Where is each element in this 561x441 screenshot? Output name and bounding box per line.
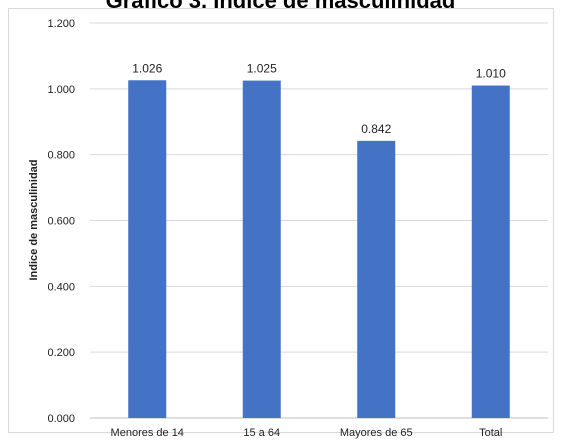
data-label: 1.010 bbox=[476, 67, 506, 81]
x-tick-label: Total bbox=[479, 427, 502, 439]
labels: 0.000 0.200 0.400 0.600 0.800 1.000 1.200 1.026… bbox=[47, 18, 506, 439]
y-tick-label: 0.400 bbox=[47, 281, 75, 293]
y-tick-label: 0.600 bbox=[47, 216, 75, 228]
data-label: 1.025 bbox=[247, 62, 277, 76]
bar bbox=[128, 80, 167, 419]
data-label: 1.026 bbox=[132, 61, 162, 75]
chart-title: Gráfico 3. Índice de masculinidad bbox=[105, 0, 456, 13]
x-tick-label: Mayores de 65 bbox=[340, 427, 413, 439]
gridlines bbox=[90, 22, 548, 419]
data-label: 0.842 bbox=[361, 122, 391, 136]
y-tick-label: 1.200 bbox=[47, 18, 75, 30]
x-tick-label: 15 a 64 bbox=[243, 427, 280, 439]
y-tick-label: 0.800 bbox=[47, 150, 75, 162]
y-tick-label: 0.200 bbox=[47, 347, 75, 359]
chart-border bbox=[8, 8, 554, 433]
y-tick-label: 1.000 bbox=[47, 84, 75, 96]
bar bbox=[471, 85, 510, 419]
bar bbox=[242, 80, 281, 419]
bar bbox=[357, 140, 396, 418]
x-tick-label: Menores de 14 bbox=[111, 427, 184, 439]
y-axis-title: Indice de masculinidad bbox=[28, 159, 40, 280]
y-tick-label: 0.000 bbox=[47, 413, 75, 425]
bars bbox=[128, 80, 510, 419]
